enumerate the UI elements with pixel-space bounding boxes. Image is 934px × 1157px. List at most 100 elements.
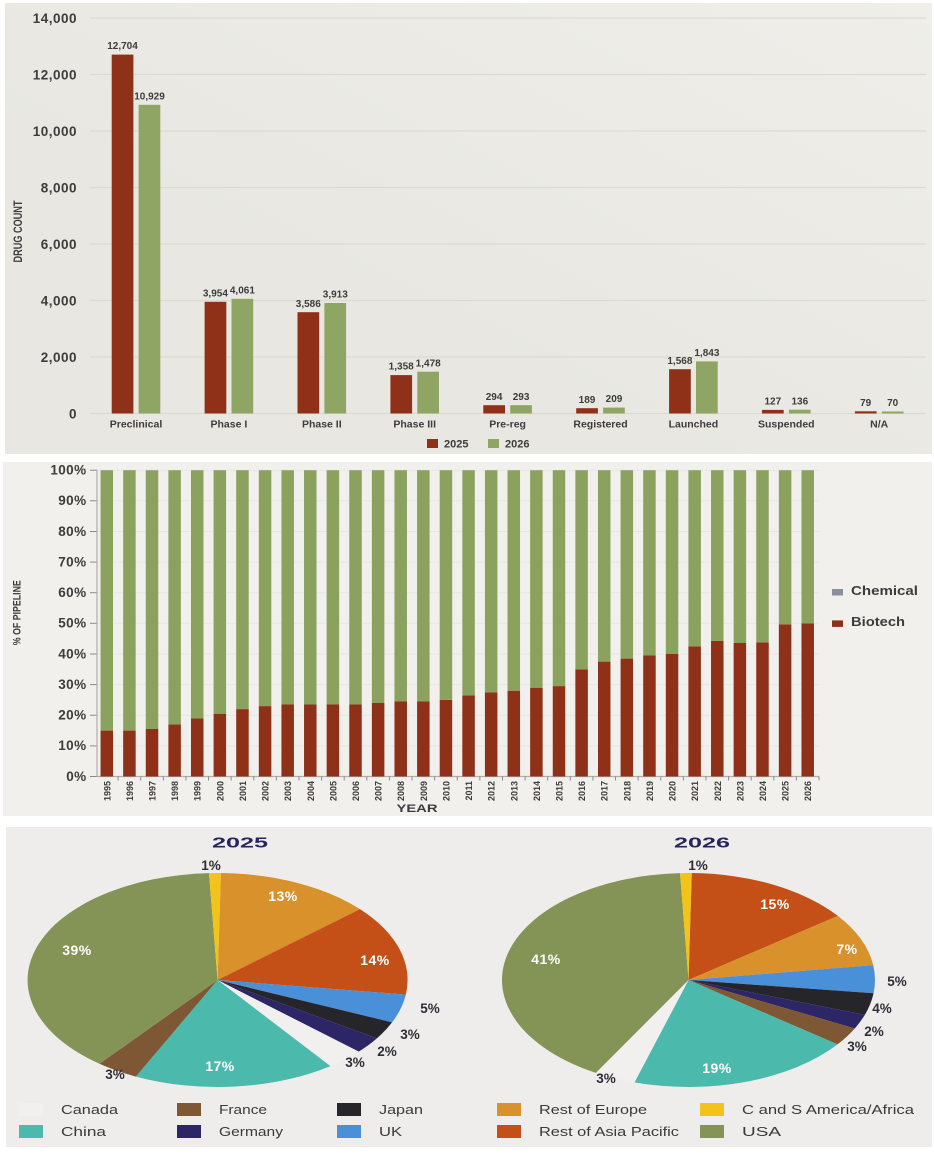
svg-text:70%: 70% — [58, 554, 86, 569]
svg-text:3%: 3% — [596, 1071, 616, 1086]
svg-text:10,929: 10,929 — [134, 91, 165, 102]
svg-text:UK: UK — [379, 1124, 402, 1139]
svg-text:Phase II: Phase II — [302, 419, 342, 431]
svg-text:1996: 1996 — [125, 781, 135, 801]
svg-text:China: China — [61, 1124, 107, 1139]
svg-text:5%: 5% — [420, 1001, 440, 1016]
svg-text:2000: 2000 — [215, 781, 225, 801]
svg-text:3%: 3% — [345, 1055, 365, 1070]
svg-text:17%: 17% — [205, 1058, 235, 1074]
svg-text:2%: 2% — [864, 1024, 884, 1039]
svg-text:Suspended: Suspended — [758, 419, 815, 431]
svg-text:40%: 40% — [58, 646, 86, 661]
svg-text:2023: 2023 — [735, 781, 745, 801]
svg-text:Phase I: Phase I — [211, 419, 248, 431]
svg-text:2021: 2021 — [690, 781, 700, 801]
svg-text:70: 70 — [887, 398, 899, 409]
svg-text:2003: 2003 — [283, 781, 293, 801]
svg-text:3%: 3% — [105, 1067, 125, 1082]
svg-text:2014: 2014 — [532, 781, 542, 801]
svg-text:3,586: 3,586 — [296, 299, 321, 310]
svg-text:2002: 2002 — [261, 781, 271, 801]
svg-text:60%: 60% — [58, 585, 86, 600]
svg-text:1998: 1998 — [170, 781, 180, 801]
svg-text:127: 127 — [764, 397, 781, 408]
svg-text:2004: 2004 — [306, 781, 316, 801]
svg-text:2013: 2013 — [509, 781, 519, 801]
svg-text:15%: 15% — [760, 896, 790, 912]
svg-text:Preclinical: Preclinical — [110, 419, 163, 431]
svg-text:2009: 2009 — [419, 781, 429, 801]
svg-text:YEAR: YEAR — [397, 803, 438, 815]
svg-text:50%: 50% — [58, 616, 86, 631]
svg-text:1997: 1997 — [148, 781, 158, 801]
svg-text:3,954: 3,954 — [203, 288, 228, 299]
svg-text:2026: 2026 — [505, 439, 529, 451]
svg-text:136: 136 — [791, 396, 808, 407]
svg-text:2026: 2026 — [674, 836, 730, 852]
svg-text:1999: 1999 — [193, 781, 203, 801]
svg-text:DRUG COUNT: DRUG COUNT — [11, 200, 25, 263]
svg-text:0: 0 — [69, 406, 77, 421]
svg-text:2026: 2026 — [803, 781, 813, 801]
svg-text:13%: 13% — [268, 888, 298, 904]
svg-text:12,704: 12,704 — [107, 41, 138, 52]
svg-text:2024: 2024 — [758, 781, 768, 801]
svg-text:Chemical: Chemical — [851, 583, 918, 598]
svg-text:10%: 10% — [58, 738, 86, 753]
svg-text:209: 209 — [606, 394, 623, 405]
svg-text:Pre-reg: Pre-reg — [489, 419, 526, 431]
svg-text:Phase III: Phase III — [393, 419, 436, 431]
svg-text:2010: 2010 — [441, 781, 451, 801]
svg-text:90%: 90% — [58, 493, 86, 508]
svg-text:2022: 2022 — [713, 781, 723, 801]
svg-text:14%: 14% — [360, 952, 390, 968]
svg-text:2012: 2012 — [487, 781, 497, 801]
svg-text:4%: 4% — [872, 1001, 892, 1016]
svg-text:30%: 30% — [58, 677, 86, 692]
svg-text:2011: 2011 — [464, 781, 474, 801]
svg-text:Germany: Germany — [219, 1124, 284, 1139]
svg-text:6,000: 6,000 — [41, 237, 77, 252]
svg-text:1,358: 1,358 — [389, 362, 414, 373]
svg-text:2015: 2015 — [555, 781, 565, 801]
svg-text:1995: 1995 — [102, 781, 112, 801]
svg-text:1%: 1% — [688, 858, 708, 873]
svg-text:1,478: 1,478 — [416, 358, 441, 369]
svg-text:3,913: 3,913 — [323, 290, 348, 301]
svg-text:N/A: N/A — [870, 419, 889, 431]
svg-text:% OF PIPELINE: % OF PIPELINE — [11, 580, 23, 645]
svg-text:10,000: 10,000 — [33, 124, 77, 139]
svg-text:14,000: 14,000 — [33, 11, 77, 26]
svg-text:2005: 2005 — [328, 781, 338, 801]
svg-text:2,000: 2,000 — [41, 350, 77, 365]
svg-text:2019: 2019 — [645, 781, 655, 801]
svg-text:0%: 0% — [66, 769, 86, 784]
svg-text:Registered: Registered — [573, 419, 627, 431]
svg-text:2001: 2001 — [238, 781, 248, 801]
svg-text:79: 79 — [860, 398, 872, 409]
svg-text:41%: 41% — [531, 951, 561, 967]
svg-text:2025: 2025 — [212, 836, 268, 852]
svg-text:2016: 2016 — [577, 781, 587, 801]
svg-text:1,568: 1,568 — [667, 356, 692, 367]
svg-text:1,843: 1,843 — [694, 348, 719, 359]
svg-text:2%: 2% — [377, 1044, 397, 1059]
svg-text:19%: 19% — [702, 1060, 732, 1076]
svg-text:USA: USA — [742, 1124, 781, 1139]
svg-text:4,061: 4,061 — [230, 285, 255, 296]
svg-text:Japan: Japan — [379, 1102, 423, 1117]
svg-text:1%: 1% — [201, 858, 221, 873]
svg-text:8,000: 8,000 — [41, 180, 77, 195]
svg-text:2025: 2025 — [781, 781, 791, 801]
svg-text:2017: 2017 — [600, 781, 610, 801]
svg-text:Biotech: Biotech — [851, 614, 905, 629]
svg-text:Rest of Europe: Rest of Europe — [539, 1102, 647, 1117]
svg-text:2007: 2007 — [374, 781, 384, 801]
svg-text:3%: 3% — [847, 1039, 867, 1054]
svg-text:80%: 80% — [58, 524, 86, 539]
svg-text:3%: 3% — [400, 1027, 420, 1042]
svg-text:Canada: Canada — [61, 1102, 119, 1117]
svg-text:189: 189 — [579, 395, 596, 406]
svg-text:7%: 7% — [836, 941, 857, 957]
